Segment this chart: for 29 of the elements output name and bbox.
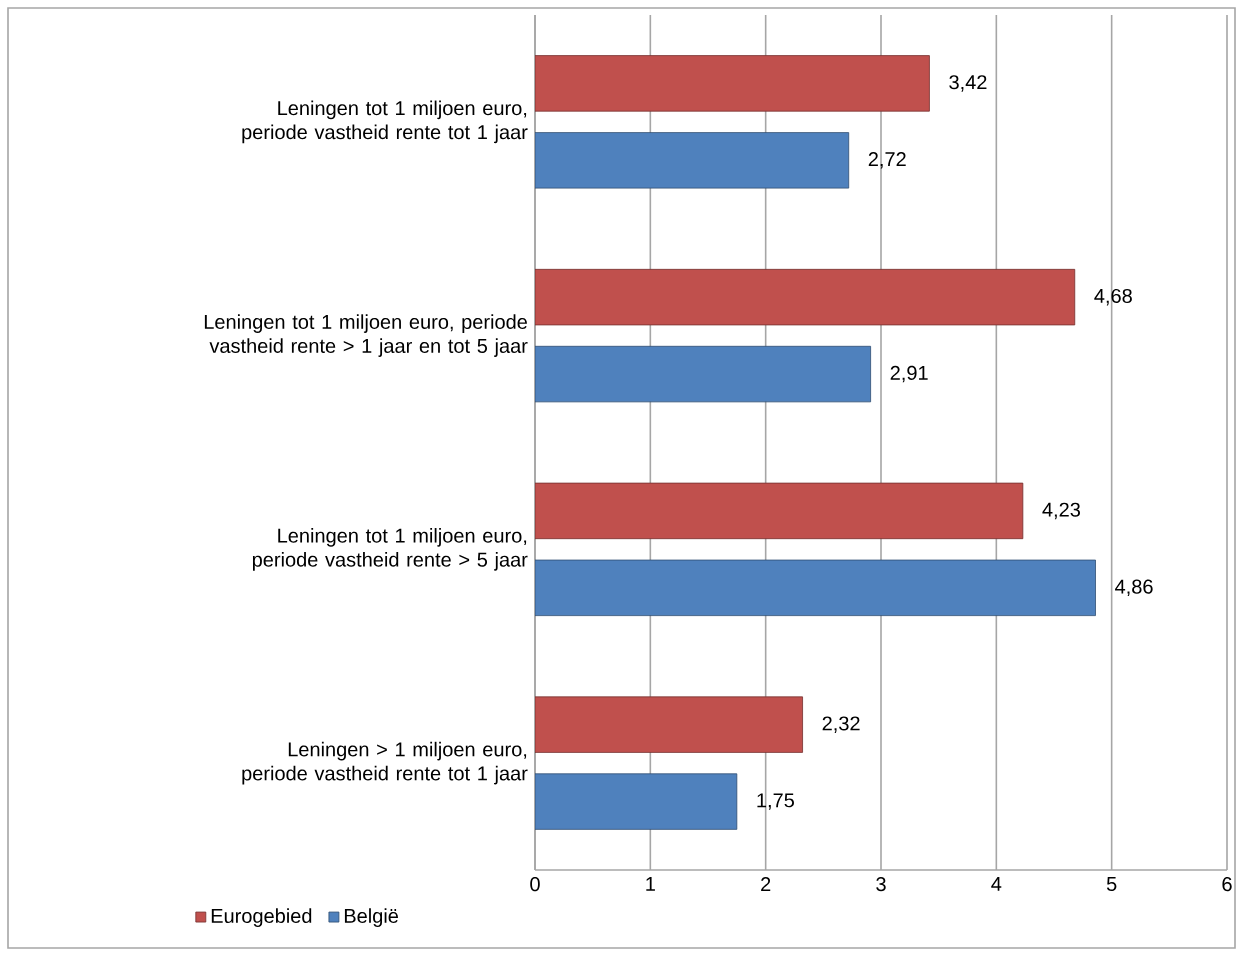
x-tick-label: 2 (761, 877, 771, 892)
data-label: 4,23 (1042, 502, 1080, 520)
data-label: 4,86 (1115, 579, 1153, 597)
bar (535, 132, 850, 189)
x-tick-label: 1 (646, 877, 655, 891)
legend-label: Eurogebied (211, 908, 312, 927)
x-tick-label: 5 (1106, 877, 1117, 891)
x-tick-label: 6 (1222, 877, 1232, 892)
bar (535, 773, 738, 830)
data-label: 1,75 (757, 793, 794, 810)
x-tick-label: 4 (991, 877, 1002, 891)
bar (535, 55, 930, 112)
y-tick-label: Leningen tot 1 miljoen euro, periode vastheid rente tot 1 jaar (242, 100, 528, 144)
bar (535, 268, 1076, 326)
y-tick-label: Leningen > 1 miljoen euro, periode vastheid rente tot 1 jaar (242, 741, 528, 785)
data-label: 2,91 (890, 365, 928, 383)
legend-label: België (344, 908, 398, 927)
data-label: 2,72 (868, 152, 906, 169)
y-tick-label: Leningen tot 1 miljoen euro, periode vastheid rente > 5 jaar (252, 528, 528, 571)
bar (535, 345, 872, 403)
data-label: 3,42 (949, 75, 987, 92)
bar (535, 482, 1024, 540)
y-tick-label: Leningen tot 1 miljoen euro, periode vastheid rente > 1 jaar en tot 5 jaar (204, 314, 528, 357)
x-tick-label: 0 (530, 877, 540, 892)
data-label: 2,32 (822, 716, 860, 733)
data-label: 4,68 (1094, 288, 1132, 306)
bar (535, 696, 803, 753)
x-tick-label: 3 (876, 877, 886, 892)
bar (535, 559, 1096, 617)
